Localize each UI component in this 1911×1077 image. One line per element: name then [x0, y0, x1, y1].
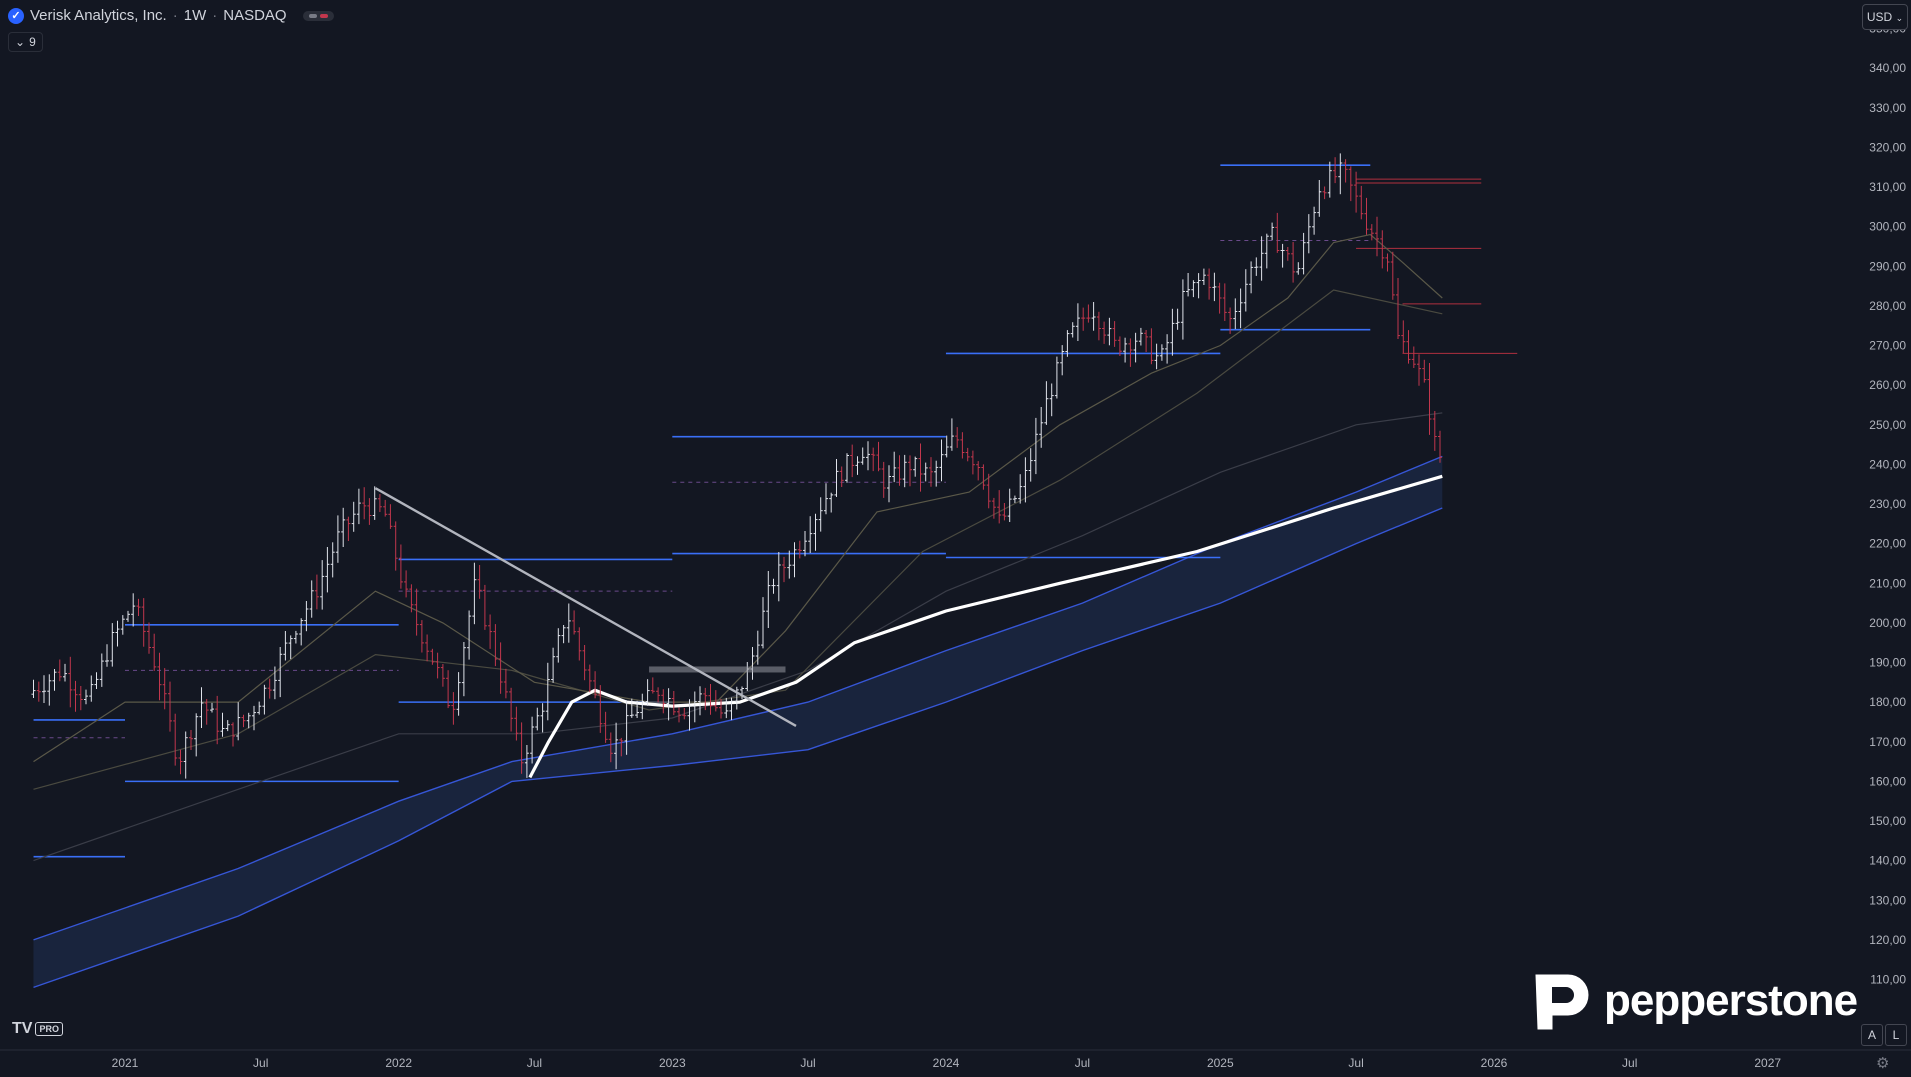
indicator-count: 9 — [29, 35, 36, 49]
auto-scale-button[interactable]: A — [1861, 1024, 1883, 1046]
price-tick-label: 300,00 — [1869, 220, 1906, 234]
price-tick-label: 110,00 — [1870, 973, 1906, 987]
moving-averages — [33, 233, 1443, 862]
tv-logo-icon: TV — [12, 1020, 33, 1037]
time-tick-label: 2021 — [112, 1056, 139, 1070]
symbol-legend[interactable]: ✓ Verisk Analytics, Inc. · 1W · NASDAQ — [8, 7, 334, 24]
ema-fast-line — [33, 233, 1443, 763]
time-tick-label: 2026 — [1481, 1056, 1508, 1070]
verisk-logo-icon: ✓ — [8, 7, 24, 24]
price-tick-label: 170,00 — [1869, 735, 1906, 749]
trendline[interactable] — [374, 487, 797, 727]
time-tick-label: Jul — [527, 1056, 542, 1070]
sma-white-line — [528, 474, 1443, 779]
price-tick-label: 290,00 — [1869, 259, 1906, 273]
time-tick-label: 2023 — [659, 1056, 686, 1070]
price-tick-label: 230,00 — [1869, 497, 1906, 511]
log-scale-button[interactable]: L — [1885, 1024, 1907, 1046]
broker-branding: pepperstone — [1528, 971, 1858, 1031]
price-tick-label: 280,00 — [1869, 299, 1906, 313]
price-tick-label: 200,00 — [1869, 616, 1906, 630]
price-tick-label: 130,00 — [1869, 893, 1906, 907]
price-tick-label: 220,00 — [1869, 537, 1906, 551]
price-axis-bg — [1849, 0, 1911, 1050]
band-upper-line — [33, 455, 1443, 941]
time-tick-label: Jul — [1075, 1056, 1090, 1070]
consolidation-box[interactable] — [649, 666, 786, 673]
pro-badge: PRO — [35, 1022, 63, 1036]
time-tick-label: 2024 — [933, 1056, 960, 1070]
currency-selector[interactable]: USD ⌄ — [1862, 4, 1908, 30]
price-tick-label: 250,00 — [1869, 418, 1906, 432]
interval[interactable]: 1W — [183, 7, 207, 24]
tradingview-logo[interactable]: TV PRO — [12, 1020, 63, 1038]
market-status-icon[interactable] — [302, 10, 334, 21]
price-tick-label: 180,00 — [1869, 695, 1906, 709]
separator: · — [212, 7, 218, 24]
time-axis[interactable]: 2021 Jul 2022 Jul 2023 Jul 2024 Jul 2025 Jul 2026 J… — [0, 1049, 1911, 1070]
price-tick-label: 270,00 — [1869, 339, 1906, 353]
candles — [31, 153, 1442, 779]
price-tick-label: 320,00 — [1869, 140, 1906, 154]
price-tick-label: 330,00 — [1869, 101, 1906, 115]
symbol-name: Verisk Analytics, Inc. — [30, 7, 167, 24]
gear-icon[interactable]: ⚙ — [1876, 1055, 1890, 1072]
drawings — [374, 487, 797, 727]
broker-name: pepperstone — [1604, 976, 1858, 1025]
sma-mid-line — [33, 289, 1443, 790]
time-tick-label: Jul — [253, 1056, 268, 1070]
time-tick-label: Jul — [1348, 1056, 1363, 1070]
exchange: NASDAQ — [223, 7, 287, 24]
time-tick-label: 2027 — [1754, 1056, 1781, 1070]
price-tick-label: 120,00 — [1869, 933, 1906, 947]
indicators-toggle[interactable]: ⌄ 9 — [8, 32, 43, 52]
price-tick-label: 150,00 — [1869, 814, 1906, 828]
price-axis[interactable]: 110,00 120,00 130,00 140,00 150,00 160,00 170,… — [1849, 0, 1911, 1050]
price-tick-label: 140,00 — [1869, 854, 1906, 868]
band-fill — [33, 456, 1443, 988]
price-tick-label: 260,00 — [1869, 378, 1906, 392]
band-lower-line — [33, 507, 1443, 989]
price-tick-label: 240,00 — [1869, 457, 1906, 471]
price-tick-label: 190,00 — [1869, 656, 1906, 670]
separator: · — [172, 7, 178, 24]
time-tick-label: 2025 — [1207, 1056, 1234, 1070]
price-tick-label: 210,00 — [1869, 576, 1906, 590]
time-tick-label: 2022 — [385, 1056, 412, 1070]
sma-slow-line — [33, 412, 1443, 862]
pepperstone-logo-icon — [1535, 974, 1589, 1030]
chevron-down-icon: ⌄ — [15, 35, 26, 49]
time-tick-label: Jul — [800, 1056, 815, 1070]
ribbon-band — [33, 455, 1443, 989]
price-tick-label: 310,00 — [1869, 180, 1906, 194]
currency-label: USD — [1866, 10, 1893, 24]
chevron-down-icon: ⌄ — [1895, 13, 1904, 23]
price-tick-label: 340,00 — [1869, 61, 1906, 75]
time-tick-label: Jul — [1622, 1056, 1637, 1070]
price-tick-label: 160,00 — [1869, 774, 1906, 788]
